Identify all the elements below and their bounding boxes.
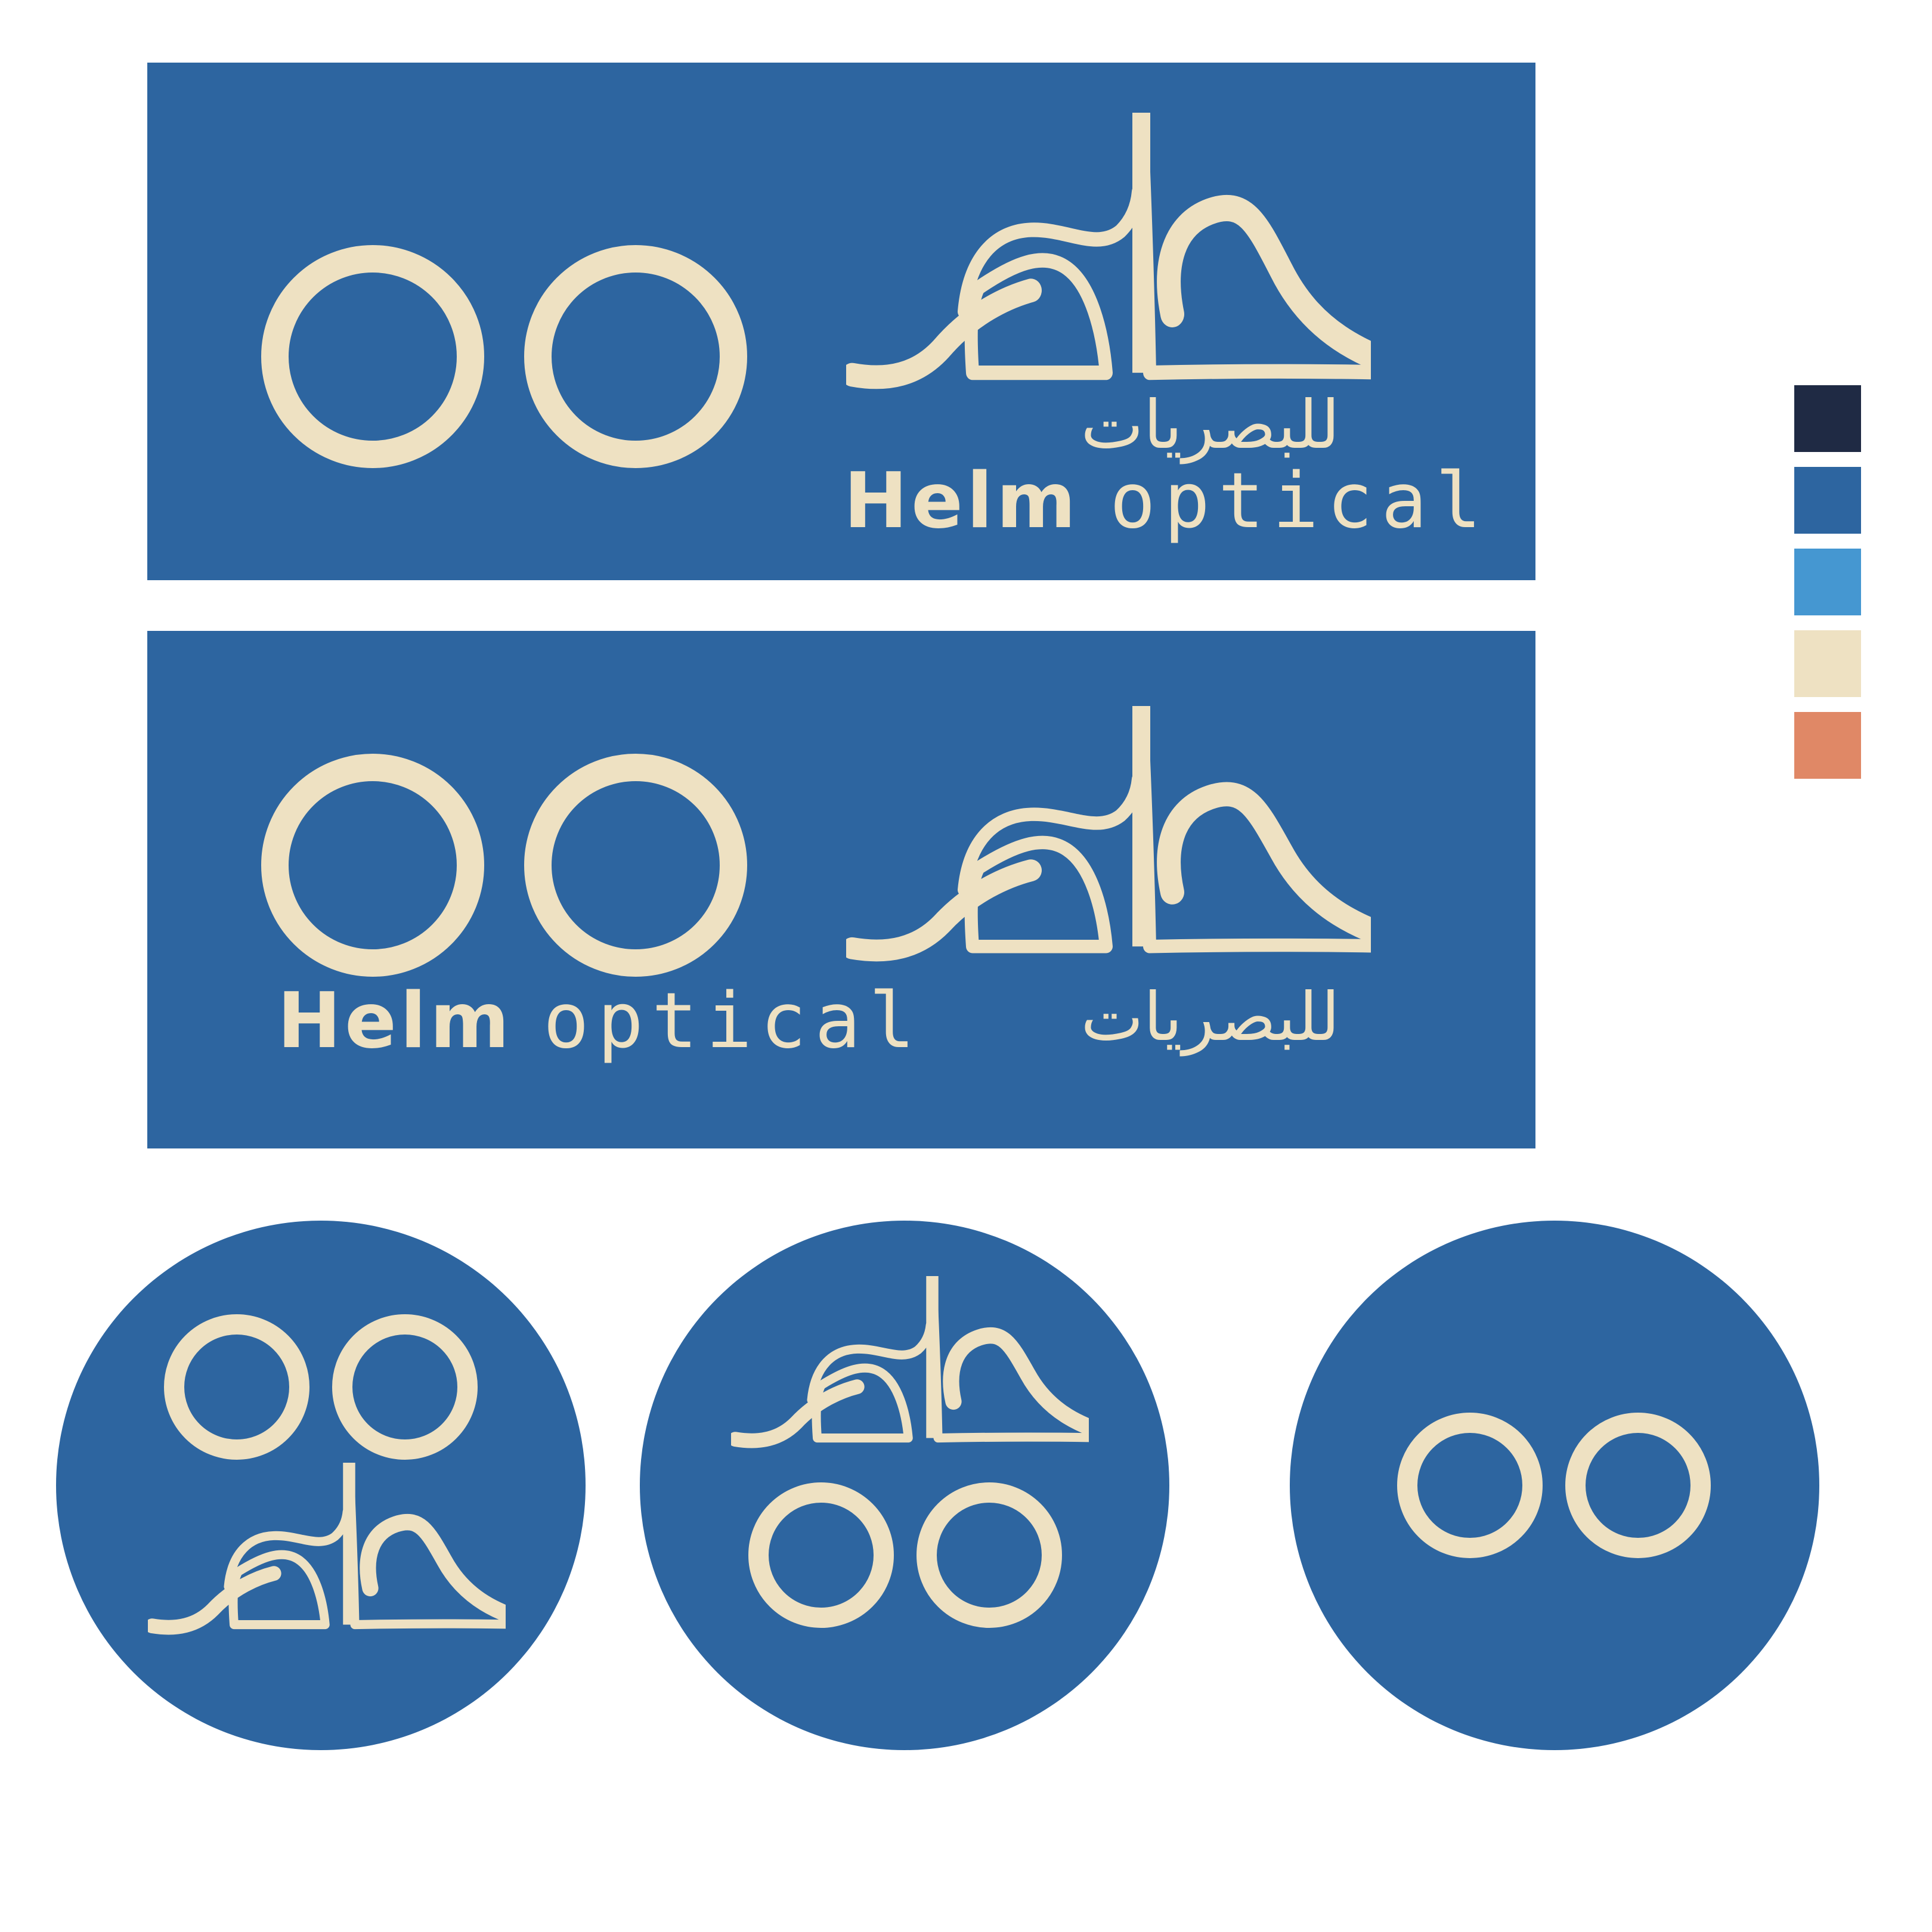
brand-english-name: Helm optical xyxy=(277,983,923,1060)
logo-disc-rings-over-mark xyxy=(56,1221,586,1750)
right-lens-icon xyxy=(1565,1413,1711,1558)
right-lens-icon xyxy=(332,1314,478,1460)
swatch-coral xyxy=(1794,712,1861,779)
brand-name-bold: Helm xyxy=(277,977,513,1066)
left-lens-icon xyxy=(261,245,484,468)
brand-name-light: optical xyxy=(1109,457,1490,546)
swatch-navy xyxy=(1794,385,1861,452)
left-lens-icon xyxy=(261,754,484,977)
helm-calligraphy-icon xyxy=(846,113,1371,429)
logo-disc-mark-over-rings xyxy=(640,1221,1169,1750)
left-lens-icon xyxy=(1397,1413,1543,1558)
brand-name-light: optical xyxy=(543,977,924,1066)
logo-disc-rings-only xyxy=(1290,1221,1819,1750)
helm-calligraphy-icon xyxy=(148,1463,506,1659)
right-lens-icon xyxy=(524,245,747,468)
helm-calligraphy-icon xyxy=(846,706,1371,998)
right-lens-icon xyxy=(524,754,747,977)
brand-arabic-name: للبصريات xyxy=(1080,386,1340,464)
swatch-sky xyxy=(1794,549,1861,615)
logo-panel-split: Helm optical للبصريات xyxy=(147,631,1535,1148)
brand-arabic-name: للبصريات xyxy=(1080,979,1340,1056)
left-lens-icon xyxy=(164,1314,309,1460)
brand-english-name: Helm optical xyxy=(844,463,1490,540)
swatch-blue xyxy=(1794,467,1861,534)
left-lens-icon xyxy=(748,1482,894,1628)
helm-calligraphy-icon xyxy=(731,1276,1089,1473)
swatch-cream xyxy=(1794,630,1861,697)
logo-panel-stacked: للبصريات Helm optical xyxy=(147,63,1535,580)
right-lens-icon xyxy=(917,1482,1062,1628)
brand-name-bold: Helm xyxy=(844,457,1080,546)
